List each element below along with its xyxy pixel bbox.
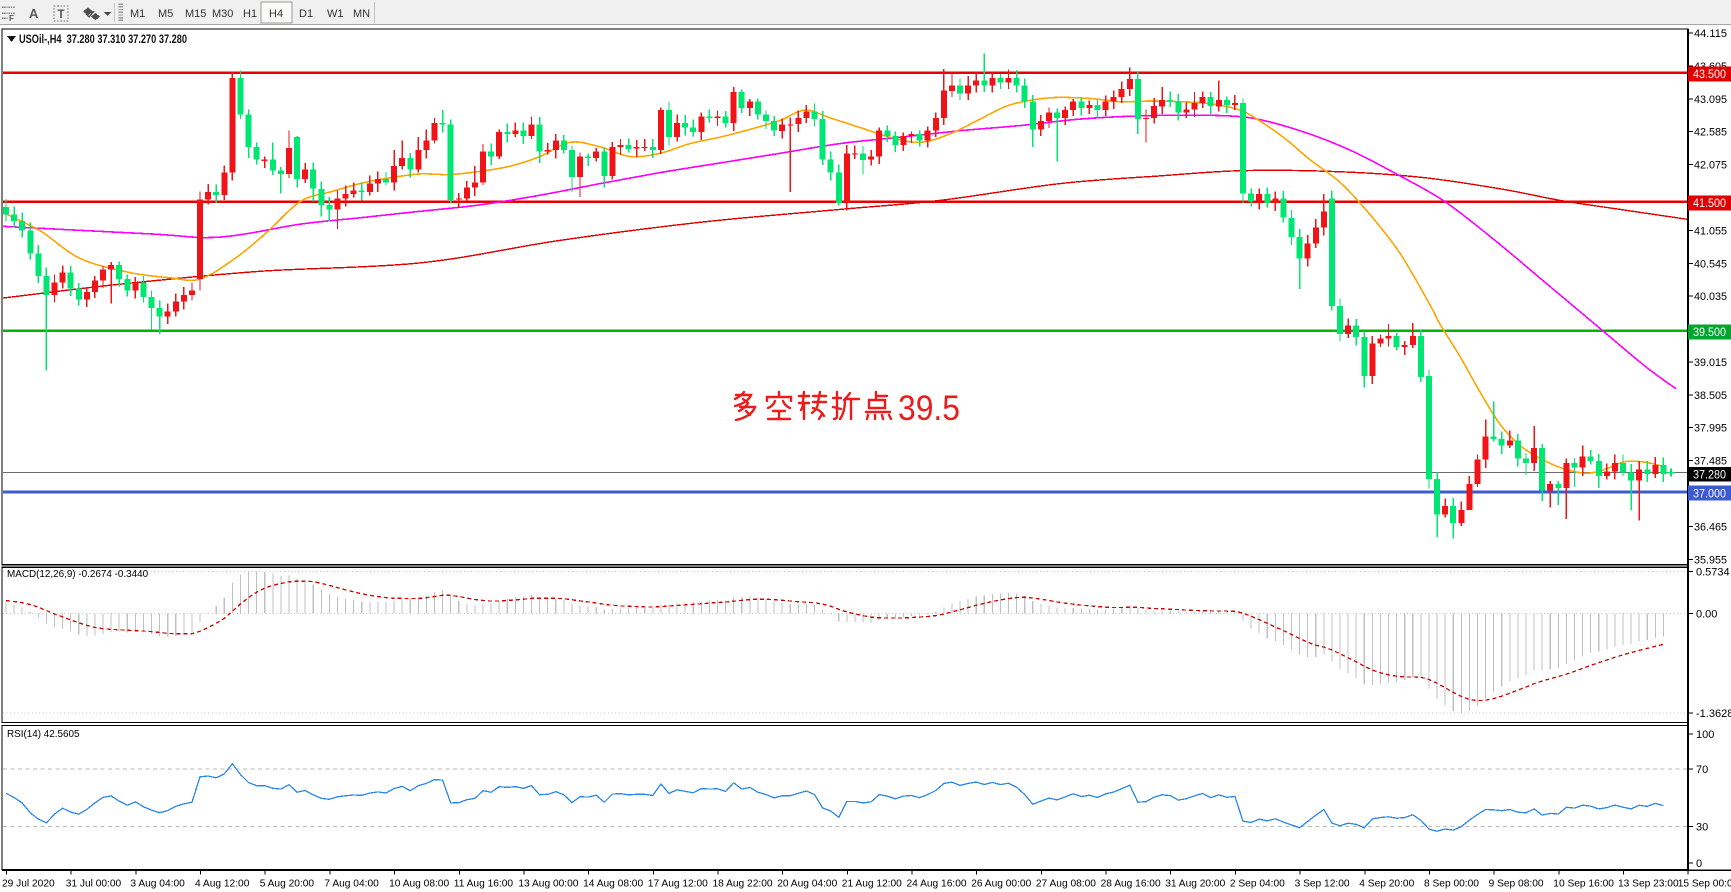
svg-text:37.995: 37.995 — [1694, 423, 1727, 435]
svg-text:11 Aug 16:00: 11 Aug 16:00 — [454, 879, 514, 890]
svg-text:2 Sep 04:00: 2 Sep 04:00 — [1230, 879, 1285, 890]
svg-text:40.035: 40.035 — [1694, 291, 1727, 303]
svg-text:M30: M30 — [212, 8, 233, 20]
svg-text:21 Aug 12:00: 21 Aug 12:00 — [842, 879, 902, 890]
svg-text:F: F — [9, 14, 14, 23]
svg-text:37.485: 37.485 — [1694, 456, 1727, 468]
svg-text:29 Jul 2020: 29 Jul 2020 — [2, 879, 55, 890]
svg-text:31 Jul 00:00: 31 Jul 00:00 — [66, 879, 122, 890]
svg-text:44.115: 44.115 — [1694, 28, 1727, 40]
svg-text:42.075: 42.075 — [1694, 160, 1727, 172]
svg-text:36.465: 36.465 — [1694, 521, 1727, 533]
svg-text:17 Aug 12:00: 17 Aug 12:00 — [648, 879, 708, 890]
svg-text:30: 30 — [1696, 821, 1708, 833]
svg-text:28 Aug 16:00: 28 Aug 16:00 — [1101, 879, 1161, 890]
svg-text:4 Sep 20:00: 4 Sep 20:00 — [1359, 879, 1414, 890]
svg-text:USOil-,H4 37.280 37.310 37.27: USOil-,H4 37.280 37.310 37.270 37.280 — [19, 32, 187, 46]
svg-text:43.095: 43.095 — [1694, 94, 1727, 106]
svg-text:26 Aug 00:00: 26 Aug 00:00 — [971, 879, 1031, 890]
svg-text:37.000: 37.000 — [1693, 488, 1726, 500]
svg-text:41.055: 41.055 — [1694, 225, 1727, 237]
svg-text:31 Aug 20:00: 31 Aug 20:00 — [1165, 879, 1225, 890]
svg-text:43.500: 43.500 — [1693, 69, 1726, 81]
svg-text:15 Sep 00:00: 15 Sep 00:00 — [1678, 879, 1731, 890]
svg-text:41.500: 41.500 — [1693, 198, 1726, 210]
svg-text:9 Sep 08:00: 9 Sep 08:00 — [1489, 879, 1544, 890]
svg-text:M1: M1 — [130, 8, 145, 20]
svg-text:13 Aug 00:00: 13 Aug 00:00 — [518, 879, 578, 890]
svg-text:0: 0 — [1696, 858, 1702, 870]
svg-text:0.00: 0.00 — [1696, 609, 1717, 621]
svg-text:27 Aug 08:00: 27 Aug 08:00 — [1036, 879, 1096, 890]
svg-text:H1: H1 — [243, 8, 257, 20]
svg-text:13 Sep 23:00: 13 Sep 23:00 — [1618, 879, 1679, 890]
svg-text:-1.3628: -1.3628 — [1696, 708, 1731, 720]
svg-text:39.5: 39.5 — [898, 389, 960, 428]
svg-text:8 Sep 00:00: 8 Sep 00:00 — [1424, 879, 1479, 890]
svg-text:M5: M5 — [158, 8, 173, 20]
svg-text:MN: MN — [353, 8, 370, 20]
svg-text:T: T — [58, 9, 65, 21]
svg-text:35.955: 35.955 — [1694, 554, 1727, 566]
svg-text:M15: M15 — [185, 8, 206, 20]
svg-text:10 Aug 08:00: 10 Aug 08:00 — [389, 879, 449, 890]
svg-text:39.015: 39.015 — [1694, 357, 1727, 369]
svg-text:38.505: 38.505 — [1694, 390, 1727, 402]
svg-text:RSI(14) 42.5605: RSI(14) 42.5605 — [7, 729, 80, 740]
svg-text:0.5734: 0.5734 — [1696, 567, 1730, 579]
svg-text:W1: W1 — [327, 8, 344, 20]
svg-text:20 Aug 04:00: 20 Aug 04:00 — [777, 879, 837, 890]
svg-text:39.500: 39.500 — [1693, 327, 1726, 339]
svg-text:100: 100 — [1696, 729, 1714, 741]
svg-text:14 Aug 08:00: 14 Aug 08:00 — [583, 879, 643, 890]
svg-text:H4: H4 — [269, 8, 283, 20]
svg-text:70: 70 — [1696, 764, 1708, 776]
svg-text:D1: D1 — [299, 8, 313, 20]
svg-text:10 Sep 16:00: 10 Sep 16:00 — [1553, 879, 1614, 890]
svg-text:18 Aug 22:00: 18 Aug 22:00 — [713, 879, 773, 890]
svg-text:MACD(12,26,9) -0.2674 -0.3440: MACD(12,26,9) -0.2674 -0.3440 — [7, 569, 149, 580]
svg-text:5 Aug 20:00: 5 Aug 20:00 — [260, 879, 315, 890]
svg-text:7 Aug 04:00: 7 Aug 04:00 — [324, 879, 379, 890]
svg-text:A: A — [29, 6, 39, 21]
svg-text:3 Aug 04:00: 3 Aug 04:00 — [130, 879, 185, 890]
svg-text:3 Sep 12:00: 3 Sep 12:00 — [1295, 879, 1350, 890]
svg-text:42.585: 42.585 — [1694, 127, 1727, 139]
svg-text:37.280: 37.280 — [1693, 469, 1726, 481]
svg-text:4 Aug 12:00: 4 Aug 12:00 — [195, 879, 250, 890]
svg-text:24 Aug 16:00: 24 Aug 16:00 — [907, 879, 967, 890]
svg-text:40.545: 40.545 — [1694, 258, 1727, 270]
